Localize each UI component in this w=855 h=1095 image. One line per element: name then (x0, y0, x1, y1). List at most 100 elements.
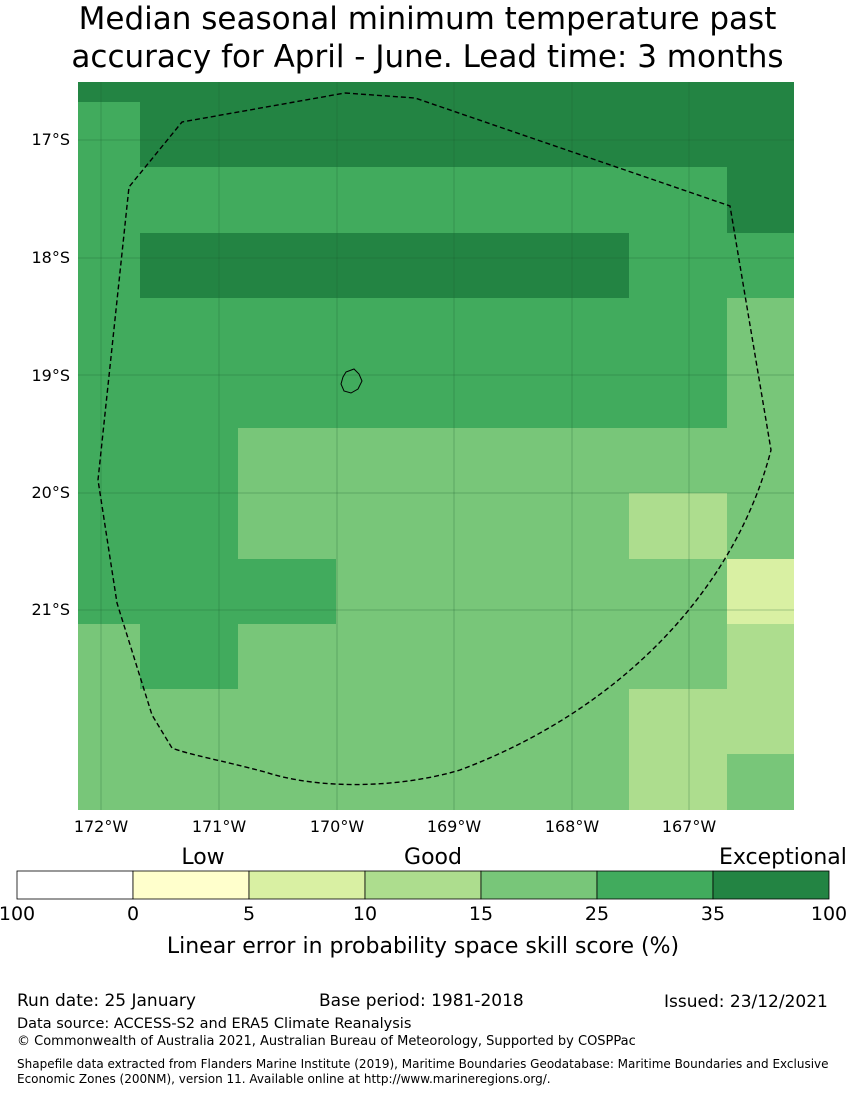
colorbar-tick-label: 0 (127, 903, 139, 925)
map-cell (238, 298, 336, 363)
copyright-notice: © Commonwealth of Australia 2021, Austra… (17, 1034, 636, 1049)
map-cell (336, 363, 433, 428)
map-cell (433, 167, 531, 233)
base-period: Base period: 1981-2018 (319, 991, 524, 1011)
map-cell (629, 298, 727, 363)
title-line-1: Median seasonal minimum temperature past (78, 1, 777, 37)
map-cell (336, 624, 433, 689)
issued-date: Issued: 23/12/2021 (664, 992, 828, 1012)
map-title: Median seasonal minimum temperature past… (0, 0, 855, 76)
colorbar-tick-label: 100 (0, 903, 35, 925)
map-cell (531, 82, 629, 102)
map-cell (140, 493, 238, 559)
map-cell (433, 298, 531, 363)
lat-tick-label: 20°S (31, 483, 70, 502)
map-cell (78, 689, 140, 754)
lat-tick-label: 21°S (31, 600, 70, 619)
colorbar-swatch (248, 870, 366, 900)
data-source: Data source: ACCESS-S2 and ERA5 Climate … (17, 1016, 412, 1032)
island-outline (340, 368, 363, 394)
map-cell (336, 559, 433, 624)
lat-tick-label: 17°S (31, 130, 70, 149)
colorbar-swatch (132, 870, 250, 900)
map-cell (629, 233, 727, 298)
map-cell (140, 689, 238, 754)
map-cell (238, 493, 336, 559)
map-cell (78, 559, 140, 624)
map-cell (433, 363, 531, 428)
map-cell (531, 559, 629, 624)
map-cell (78, 82, 140, 102)
map-cell (140, 754, 238, 810)
map-cell (336, 233, 433, 298)
map-cell (336, 82, 433, 102)
lon-tick-label: 170°W (310, 817, 365, 836)
map-cell (727, 298, 794, 363)
map-cell (433, 624, 531, 689)
map-cell (78, 298, 140, 363)
map-cell (336, 298, 433, 363)
map-gridlines (78, 82, 794, 810)
map-cell (629, 559, 727, 624)
map-cell (140, 559, 238, 624)
map-cell (78, 167, 140, 233)
map-cell (78, 428, 140, 493)
map-cell (336, 754, 433, 810)
map-cell (727, 363, 794, 428)
lon-tick-label: 171°W (192, 817, 247, 836)
colorbar-label: Linear error in probability space skill … (167, 934, 679, 959)
lon-tick-label: 169°W (427, 817, 482, 836)
colorbar-swatch (364, 870, 482, 900)
map-cell (238, 624, 336, 689)
map-cell (629, 624, 727, 689)
map-cell (433, 428, 531, 493)
map-cell (336, 167, 433, 233)
map-cell (629, 102, 727, 167)
colorbar-tick-label: 10 (353, 903, 377, 925)
colorbar-tick-label: 15 (469, 903, 493, 925)
map-cell (727, 559, 794, 624)
map-cell (531, 493, 629, 559)
map-cell (629, 689, 727, 754)
colorbar-swatches (16, 870, 830, 900)
lon-tick-label: 167°W (662, 817, 717, 836)
map-cell (140, 363, 238, 428)
map-cell (727, 493, 794, 559)
map-cell (140, 102, 238, 167)
map-cell (629, 167, 727, 233)
map-cell (140, 167, 238, 233)
map-cell (140, 233, 238, 298)
skill-score-map: 172°W 171°W 170°W 169°W 168°W 167°W 17°S… (31, 82, 794, 836)
map-cell (336, 493, 433, 559)
map-cell (433, 233, 531, 298)
map-cell (531, 689, 629, 754)
map-cell (336, 428, 433, 493)
colorbar-swatch (480, 870, 598, 900)
map-cell (531, 754, 629, 810)
map-cell (433, 102, 531, 167)
map-cell (629, 754, 727, 810)
map-cell (727, 428, 794, 493)
map-cells (78, 82, 794, 810)
map-cell (727, 233, 794, 298)
map-cell (531, 298, 629, 363)
map-cell (336, 102, 433, 167)
map-cell (78, 624, 140, 689)
map-cell (531, 102, 629, 167)
longitude-tick-labels: 172°W 171°W 170°W 169°W 168°W 167°W (74, 817, 717, 836)
colorbar-swatch (712, 870, 830, 900)
map-cell (238, 754, 336, 810)
map-cell (140, 298, 238, 363)
lat-tick-label: 19°S (31, 366, 70, 385)
map-cell (727, 102, 794, 167)
map-cell (629, 363, 727, 428)
map-cell (433, 493, 531, 559)
map-cell (727, 167, 794, 233)
category-label-good: Good (404, 845, 462, 870)
colorbar-tick-label: 5 (243, 903, 255, 925)
map-cell (140, 624, 238, 689)
latitude-tick-labels: 17°S 18°S 19°S 20°S 21°S (31, 130, 70, 619)
category-label-low: Low (181, 845, 224, 870)
map-cell (531, 233, 629, 298)
map-cell (238, 363, 336, 428)
